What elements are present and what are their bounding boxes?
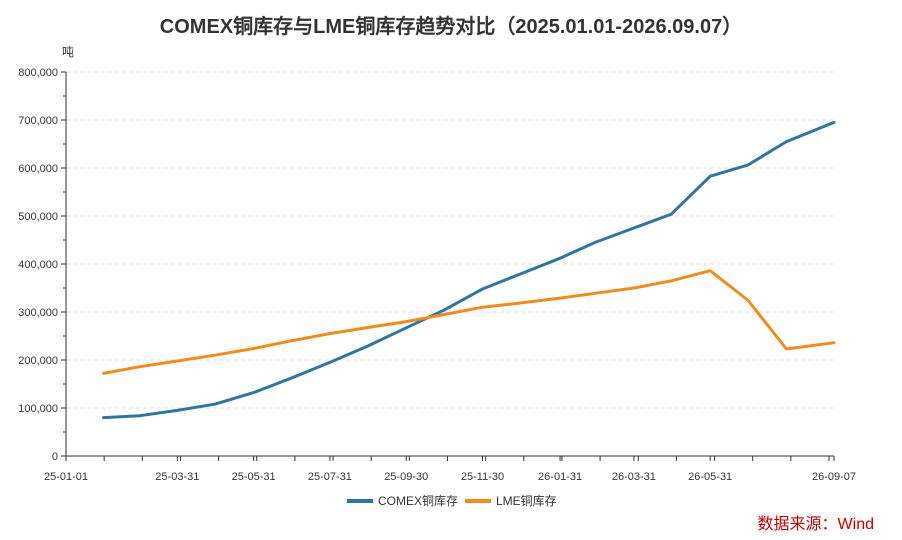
data-source-note: 数据来源：Wind — [757, 516, 874, 533]
series-line — [102, 269, 836, 375]
x-tick-label: 26-09-07 — [812, 471, 856, 483]
y-tick-label: 500,000 — [18, 211, 58, 223]
x-tick-label: 25-03-31 — [155, 471, 199, 483]
x-tick-label: 25-01-01 — [44, 471, 88, 483]
x-tick-label: 25-09-30 — [384, 471, 428, 483]
chart-title: COMEX铜库存与LME铜库存趋势对比（2025.01.01-2026.09.0… — [159, 16, 743, 38]
grid-lines — [66, 71, 834, 409]
legend-label: COMEX铜库存 — [378, 493, 458, 508]
y-tick-label: 300,000 — [18, 307, 58, 319]
y-tick-label: 0 — [52, 451, 58, 463]
legend: COMEX铜库存 LME铜库存 — [347, 493, 557, 508]
y-tick-label: 700,000 — [18, 115, 58, 127]
y-ticks: 0 100,000 200,000 300,000 400,000 500,000 600,… — [18, 67, 66, 463]
x-ticks: 25-01-01 25-03-31 25-05-31 25-07-31 25-09-30… — [44, 456, 856, 483]
y-tick-label: 200,000 — [18, 355, 58, 367]
y-tick-label: 800,000 — [18, 67, 58, 79]
axes: 吨 — [62, 45, 834, 457]
x-tick-label: 26-03-31 — [612, 471, 656, 483]
series-line — [102, 120, 836, 420]
series-lines — [102, 120, 836, 420]
y-tick-label: 100,000 — [18, 403, 58, 415]
x-tick-label: 25-05-31 — [232, 471, 276, 483]
legend-label: LME铜库存 — [496, 493, 557, 508]
y-axis-unit-label: 吨 — [62, 45, 74, 59]
x-tick-label: 26-05-31 — [688, 471, 732, 483]
x-tick-label: 25-07-31 — [308, 471, 352, 483]
y-tick-label: 600,000 — [18, 163, 58, 175]
x-tick-label: 26-01-31 — [538, 471, 582, 483]
x-tick-label: 25-11-30 — [461, 471, 504, 483]
y-tick-label: 400,000 — [18, 259, 58, 271]
